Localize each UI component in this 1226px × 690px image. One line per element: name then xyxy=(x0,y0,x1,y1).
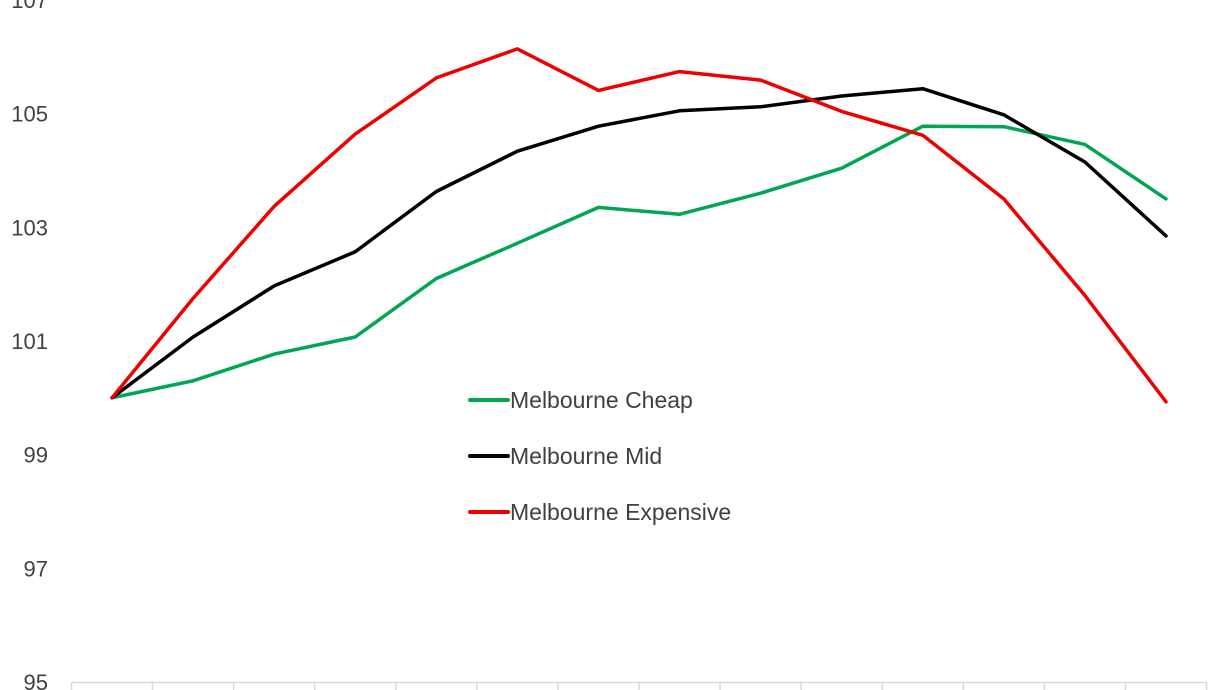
legend-entry: Melbourne Expensive xyxy=(468,499,731,525)
y-tick-label: 101 xyxy=(11,329,48,354)
series-line-melbourne-mid xyxy=(110,86,1168,400)
y-tick-label: 97 xyxy=(24,556,48,581)
legend-entry: Melbourne Mid xyxy=(468,443,662,469)
y-tick-label: 95 xyxy=(24,670,48,690)
y-tick-label: 107 xyxy=(11,0,48,13)
legend-entry: Melbourne Cheap xyxy=(468,387,693,413)
legend-label: Melbourne Expensive xyxy=(510,499,731,525)
legend: Melbourne Cheap Melbourne Mid Melbourne Ex… xyxy=(468,387,731,525)
legend-label: Melbourne Mid xyxy=(510,443,662,469)
plot-area xyxy=(110,47,1168,404)
series-line-melbourne-expensive xyxy=(110,47,1168,404)
x-axis xyxy=(70,681,1208,690)
y-tick-label: 105 xyxy=(11,102,48,127)
y-tick-label: 99 xyxy=(24,443,48,468)
legend-label: Melbourne Cheap xyxy=(510,387,693,413)
y-axis: 95 97 99 101 103 105 107 xyxy=(11,0,48,690)
y-tick-label: 103 xyxy=(11,215,48,240)
series-line-melbourne-cheap xyxy=(110,124,1168,400)
